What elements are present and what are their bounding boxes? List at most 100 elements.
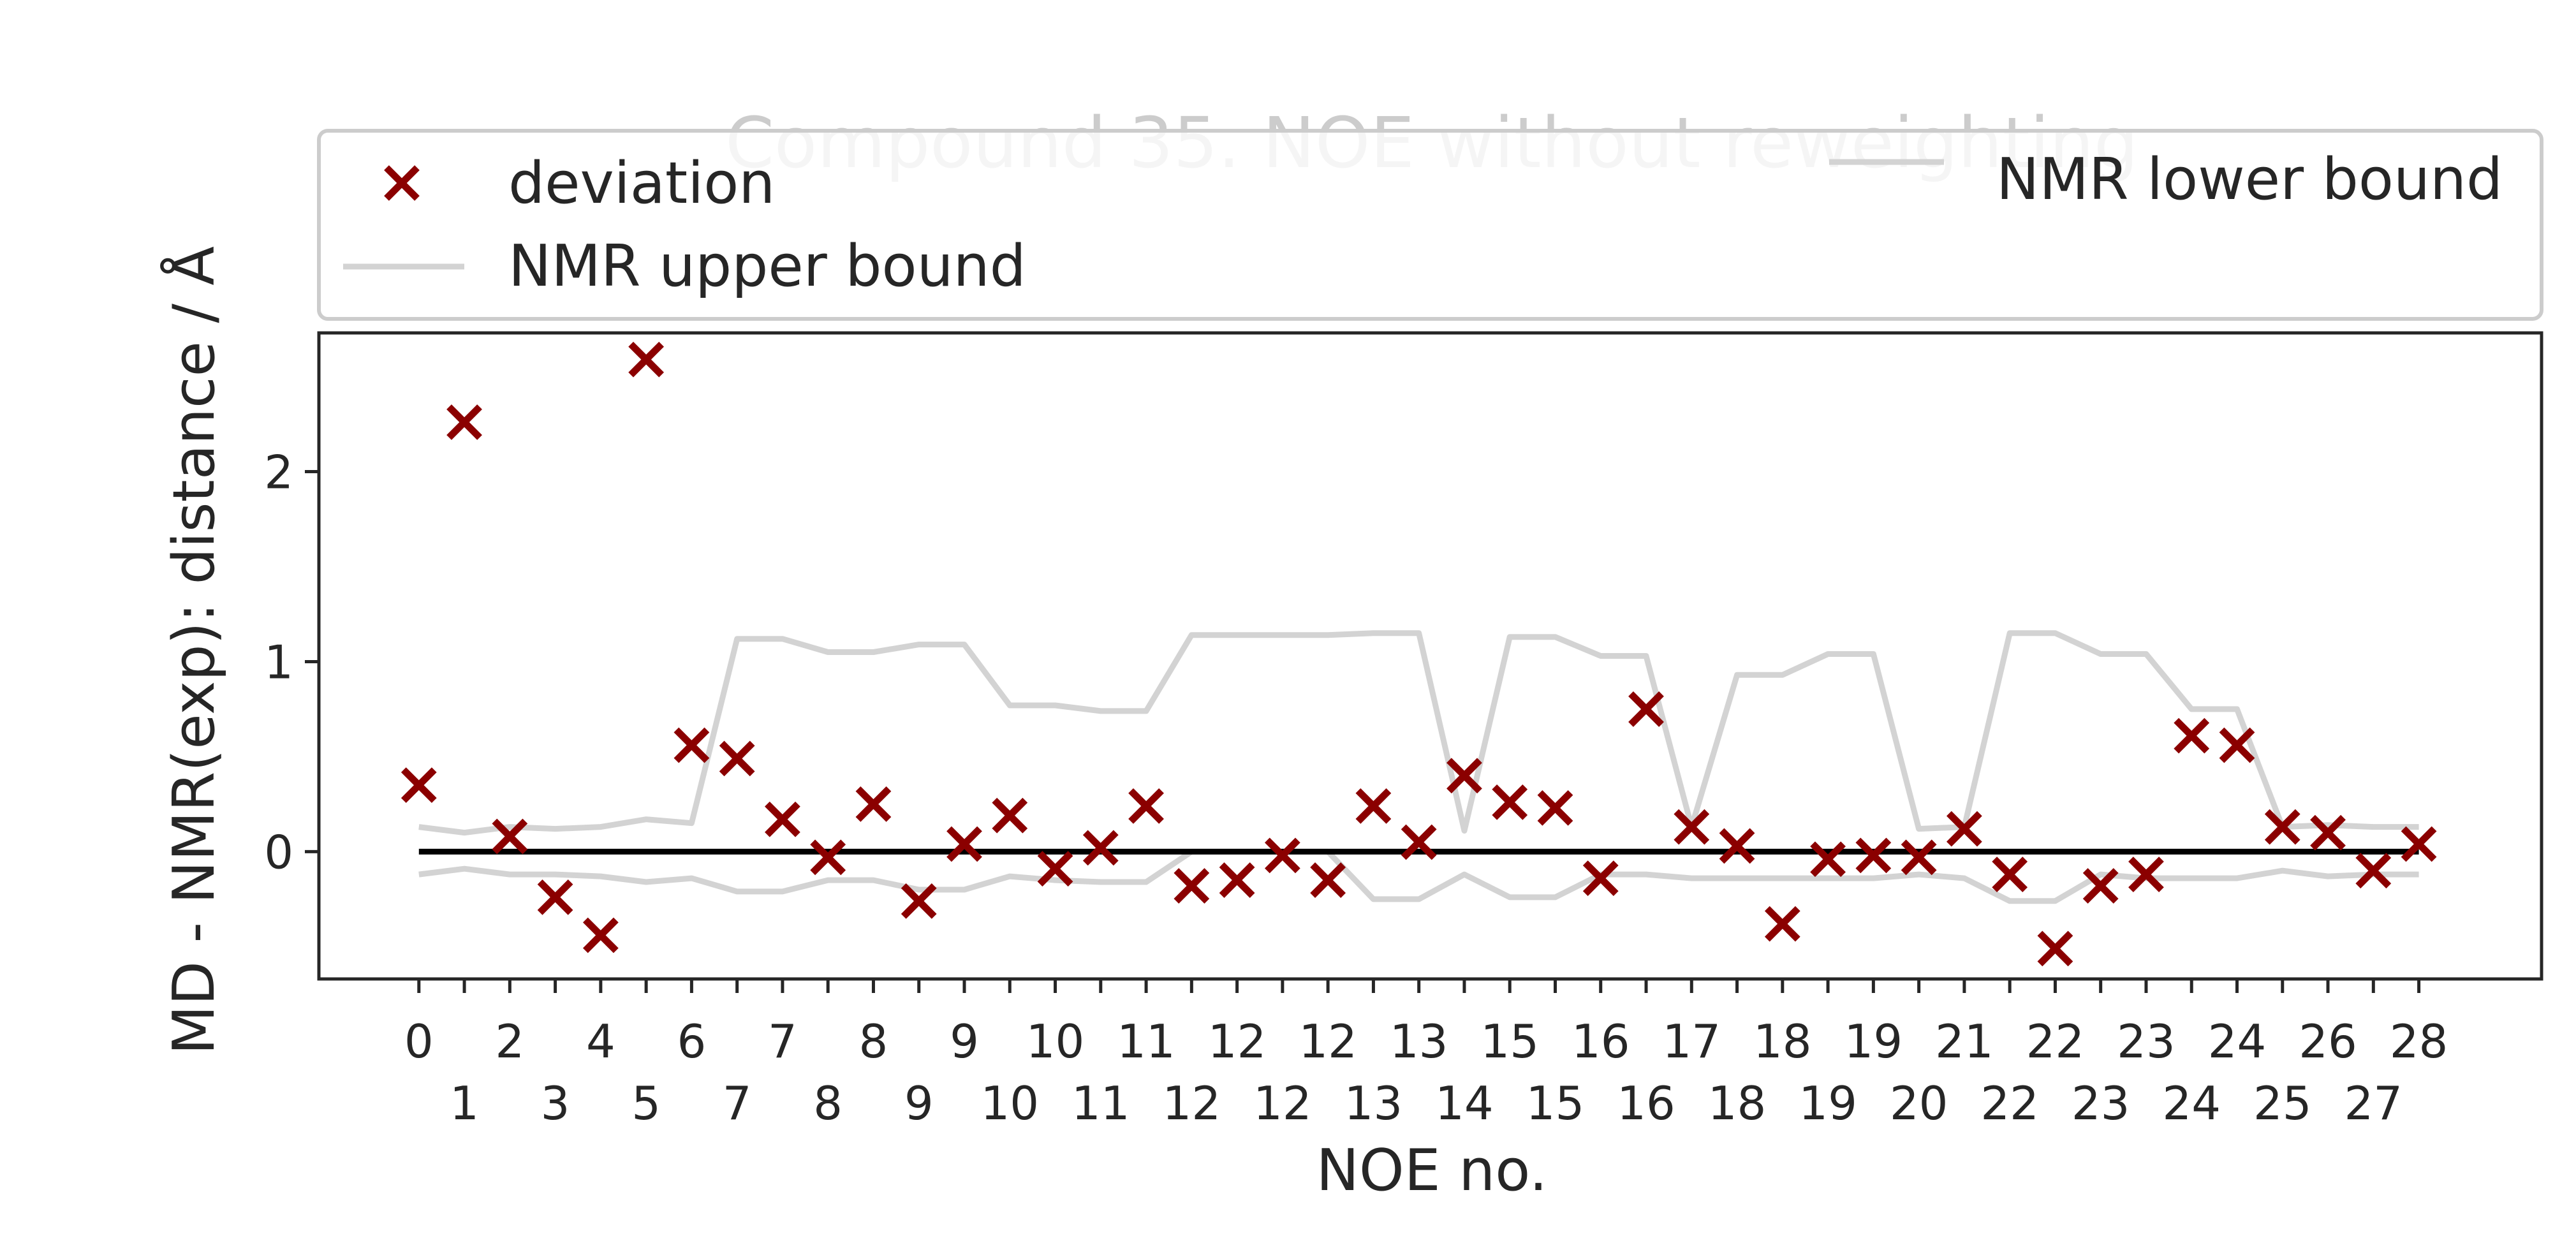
series-line-nmr-lower-bound [418,848,2419,904]
x-tick-label: 15 [1526,1077,1585,1130]
x-tick-label: 23 [2072,1077,2130,1130]
deviation-point [1628,691,1664,727]
x-tick-label: 11 [1117,1015,1175,1068]
x-tick-label: 18 [1708,1077,1767,1130]
x-tick-label: 24 [2208,1015,2267,1068]
deviation-point [1537,790,1573,826]
x-tick-label: 18 [1753,1015,1812,1068]
deviation-point [1219,862,1255,898]
deviation-point [1901,839,1937,876]
deviation-point [1082,830,1119,866]
x-tick-label: 22 [1980,1077,2039,1130]
x-tick-label: 20 [1890,1077,1948,1130]
y-tick-label: 1 [264,635,293,689]
series-line-nmr-upper-bound [418,630,2419,836]
deviation-point [1492,784,1528,820]
deviation-point [628,341,665,378]
x-tick-label: 8 [859,1015,888,1068]
legend-label: NMR upper bound [508,233,1026,300]
deviation-point [2128,857,2164,893]
x-tick-label: 25 [2253,1077,2312,1130]
legend-item-deviation: deviation [384,150,775,217]
x-tick-label: 11 [1071,1077,1130,1130]
x-tick-label: 7 [768,1015,797,1068]
deviation-point [901,883,937,919]
y-axis-label: MD - NMR(exp): distance / Å [159,246,228,1055]
legend-label: deviation [508,150,775,217]
deviation-point [2401,826,2437,862]
x-tick-label: 12 [1163,1077,1221,1130]
x-tick-label: 0 [404,1015,434,1068]
x-tick-label: 22 [2026,1015,2085,1068]
x-tick-label: 21 [1935,1015,1994,1068]
x-tick-label: 14 [1435,1077,1494,1130]
deviation-point [1992,857,2028,893]
deviation-point [492,818,528,855]
y-tick-label: 0 [264,825,293,879]
y-tick-label: 2 [264,445,293,499]
x-tick-label: 16 [1617,1077,1675,1130]
deviation-point [1446,758,1482,794]
deviation-point [537,879,573,915]
x-tick-label: 1 [450,1077,479,1130]
legend-label: NMR lower bound [1996,146,2503,213]
deviation-point [1310,862,1346,898]
x-tick-label: 28 [2390,1015,2448,1068]
x-tick-label: 19 [1799,1077,1857,1130]
deviation-point [810,839,846,876]
deviation-point [673,727,710,763]
deviation-point [446,404,482,440]
x-tick-label: 26 [2299,1015,2357,1068]
deviation-point [1401,824,1437,860]
x-tick-label: 9 [904,1077,934,1130]
x-tick-label: 3 [541,1077,570,1130]
deviation-point [1719,828,1755,864]
deviation-point [582,917,619,953]
deviation-point [2355,853,2392,889]
x-tick-label: 24 [2162,1077,2221,1130]
x-tick-label: 23 [2117,1015,2175,1068]
deviation-point [401,767,437,803]
deviation-point [855,786,892,822]
deviation-point [1810,841,1846,878]
x-tick-label: 10 [980,1077,1039,1130]
x-tick-label: 7 [723,1077,752,1130]
x-tick-label: 19 [1844,1015,1903,1068]
deviation-point [2082,868,2119,904]
deviation-point [2264,809,2300,845]
x-tick-label: 13 [1344,1077,1403,1130]
x-tick-label: 10 [1026,1015,1085,1068]
deviation-point [1128,788,1164,824]
x-tick-label: 13 [1390,1015,1448,1068]
legend-item-nmr-lower-bound: NMR lower bound [1829,146,2503,213]
x-tick-label: 27 [2344,1077,2403,1130]
deviation-point [1855,837,1892,874]
x-tick-label: 5 [631,1077,661,1130]
deviation-point [1037,851,1073,887]
deviation-point [992,797,1028,834]
deviation-point [946,826,982,862]
x-tick-label: 12 [1208,1015,1267,1068]
deviation-point [2219,727,2255,763]
x-axis-label: NOE no. [1316,1137,1548,1204]
x-tick-label: 12 [1299,1015,1357,1068]
deviation-point [1764,906,1800,942]
x-tick-label: 2 [495,1015,524,1068]
legend: deviation NMR lower bound NMR upper bound [317,129,2543,321]
x-tick-label: 17 [1662,1015,1721,1068]
deviation-point [1355,788,1392,824]
x-tick-label: 9 [950,1015,979,1068]
deviation-point [1264,837,1300,874]
deviation-point [2310,814,2346,851]
deviation-point [1947,811,1982,847]
x-tick-label: 16 [1571,1015,1630,1068]
x-tick-label: 6 [677,1015,706,1068]
deviation-point [1674,809,1710,845]
legend-box [317,129,2543,321]
x-tick-label: 15 [1480,1015,1539,1068]
deviation-point [1582,860,1619,896]
deviation-point [719,740,755,777]
plot-area [317,331,2543,981]
x-tick-label: 4 [586,1015,615,1068]
